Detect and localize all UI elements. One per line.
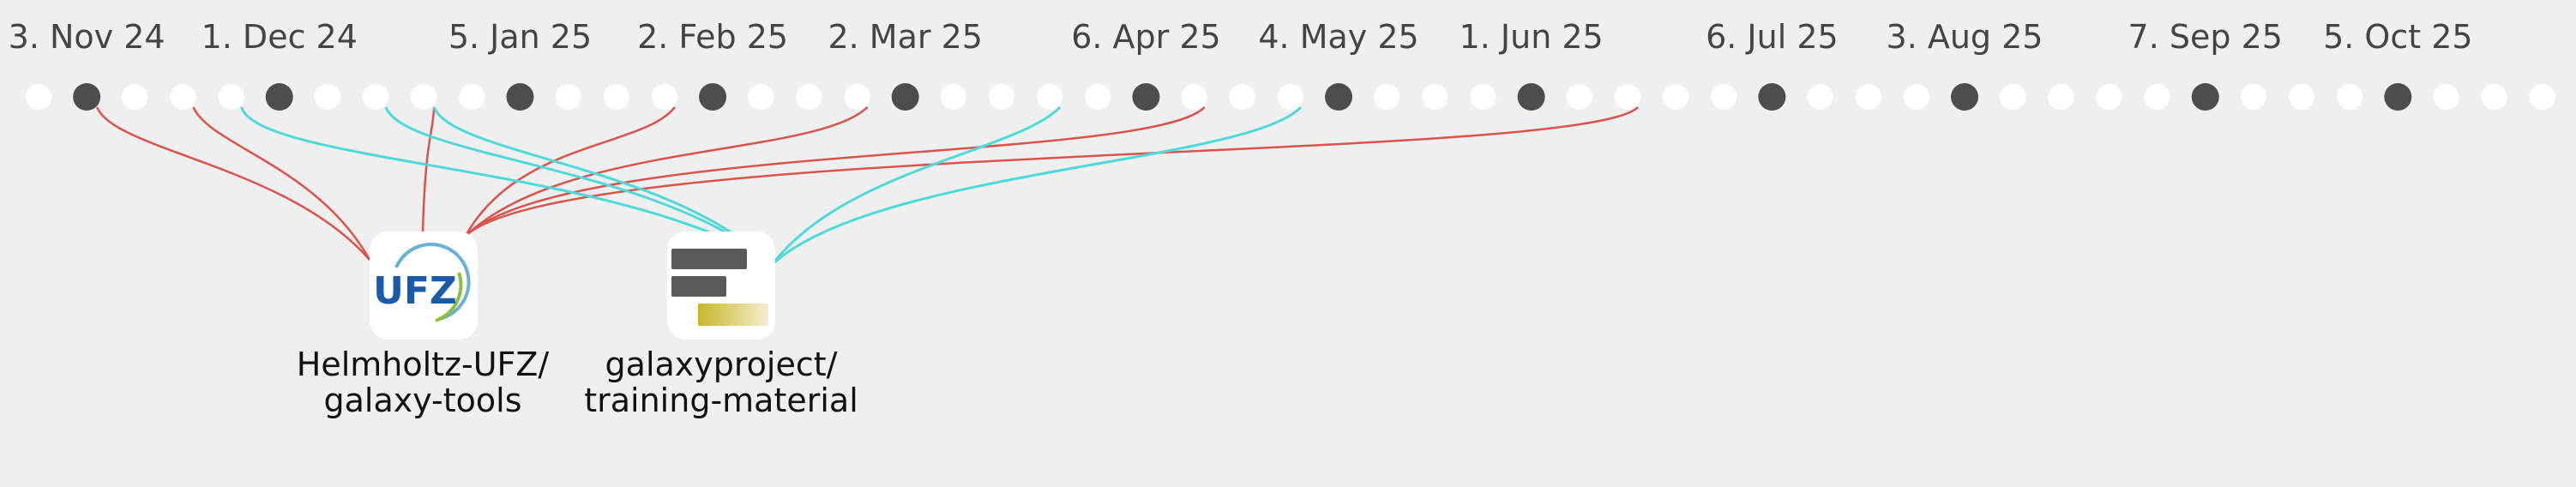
date-label: 5. Oct 25 xyxy=(2323,18,2472,56)
date-label: 1. Jun 25 xyxy=(1460,18,1604,56)
week-marker-dot xyxy=(1517,83,1545,111)
week-dot xyxy=(1614,84,1640,110)
week-dot xyxy=(748,84,774,110)
week-dot xyxy=(1566,84,1592,110)
week-dot xyxy=(2048,84,2074,110)
week-dot xyxy=(1422,84,1448,110)
date-label: 5. Jan 25 xyxy=(448,18,592,56)
week-dot xyxy=(1855,84,1881,110)
week-dot xyxy=(603,84,629,110)
week-dot xyxy=(989,84,1014,110)
contribution-link xyxy=(421,106,436,232)
link-layer xyxy=(95,105,1639,266)
repo-name-line1: galaxyproject/ xyxy=(605,346,838,383)
date-label: 6. Jul 25 xyxy=(1706,18,1839,56)
date-label: 4. May 25 xyxy=(1258,18,1418,56)
date-labels: 3. Nov 24 1. Dec 24 5. Jan 25 2. Feb 25 2. M… xyxy=(9,18,2473,56)
week-dot xyxy=(796,84,822,110)
week-marker-dot xyxy=(1758,83,1786,111)
week-dot xyxy=(2481,84,2507,110)
week-dot xyxy=(1085,84,1111,110)
contribution-link xyxy=(465,106,1206,237)
week-marker-dot xyxy=(265,83,293,111)
week-dot xyxy=(1903,84,1929,110)
logo-bar-1 xyxy=(671,249,747,269)
week-dot xyxy=(122,84,148,110)
week-dot xyxy=(1229,84,1255,110)
contribution-link xyxy=(464,106,676,237)
date-label: 2. Mar 25 xyxy=(828,18,982,56)
repo-name-line1: Helmholtz-UFZ/ xyxy=(297,346,550,383)
week-dot xyxy=(2144,84,2170,110)
date-label: 7. Sep 25 xyxy=(2128,18,2283,56)
week-dot xyxy=(1807,84,1833,110)
week-dot xyxy=(1277,84,1303,110)
logo-bar-2 xyxy=(671,276,726,297)
repo-training-material[interactable]: galaxyproject/ training-material xyxy=(584,231,858,419)
contribution-link xyxy=(240,106,767,262)
date-label: 6. Apr 25 xyxy=(1071,18,1221,56)
date-label: 3. Aug 25 xyxy=(1887,18,2043,56)
logo-bar-3 xyxy=(698,304,768,326)
week-dot xyxy=(459,84,485,110)
week-dot xyxy=(2337,84,2363,110)
week-marker-dot xyxy=(891,83,919,111)
week-dot xyxy=(1470,84,1496,110)
date-label: 2. Feb 25 xyxy=(637,18,788,56)
week-marker-dot xyxy=(2191,83,2219,111)
repo-name-line2: galaxy-tools xyxy=(323,382,521,419)
week-dot xyxy=(2433,84,2459,110)
week-dot xyxy=(218,84,244,110)
contribution-link xyxy=(465,106,869,237)
week-dot xyxy=(2240,84,2266,110)
week-dot xyxy=(170,84,196,110)
week-dot xyxy=(1181,84,1207,110)
week-dot xyxy=(411,84,437,110)
date-label: 1. Dec 24 xyxy=(202,18,358,56)
contribution-link xyxy=(95,106,370,261)
week-marker-dot xyxy=(699,83,727,111)
week-dot xyxy=(2096,84,2122,110)
week-dot xyxy=(1663,84,1689,110)
week-marker-dot xyxy=(506,83,534,111)
ufz-logo-arc-green xyxy=(435,272,463,322)
contribution-link xyxy=(192,106,371,261)
ufz-logo-arc xyxy=(394,243,471,321)
contribution-link xyxy=(384,106,767,262)
week-dot xyxy=(844,84,870,110)
ufz-logo-text: UFZ xyxy=(373,269,457,313)
week-dot xyxy=(1374,84,1400,110)
week-dot xyxy=(940,84,966,110)
contribution-link xyxy=(432,106,768,262)
week-dot xyxy=(26,84,51,110)
week-dots xyxy=(26,83,2555,111)
contribution-link xyxy=(465,106,1639,237)
repo-name-line2: training-material xyxy=(584,382,858,419)
week-marker-dot xyxy=(2384,83,2412,111)
repo-helmholtz-ufz[interactable]: UFZ Helmholtz-UFZ/ galaxy-tools xyxy=(297,231,550,419)
week-dot xyxy=(314,84,340,110)
week-marker-dot xyxy=(1951,83,1978,111)
week-dot xyxy=(2529,84,2555,110)
contribution-link xyxy=(771,105,1062,265)
week-marker-dot xyxy=(73,83,101,111)
week-marker-dot xyxy=(1325,83,1353,111)
week-dot xyxy=(651,84,677,110)
week-dot xyxy=(2289,84,2315,110)
contribution-link xyxy=(771,105,1302,266)
date-label: 3. Nov 24 xyxy=(9,18,166,56)
week-dot xyxy=(2000,84,2026,110)
week-dot xyxy=(1711,84,1737,110)
week-dot xyxy=(1037,84,1063,110)
week-dot xyxy=(363,84,389,110)
week-marker-dot xyxy=(1132,83,1160,111)
week-dot xyxy=(555,84,581,110)
